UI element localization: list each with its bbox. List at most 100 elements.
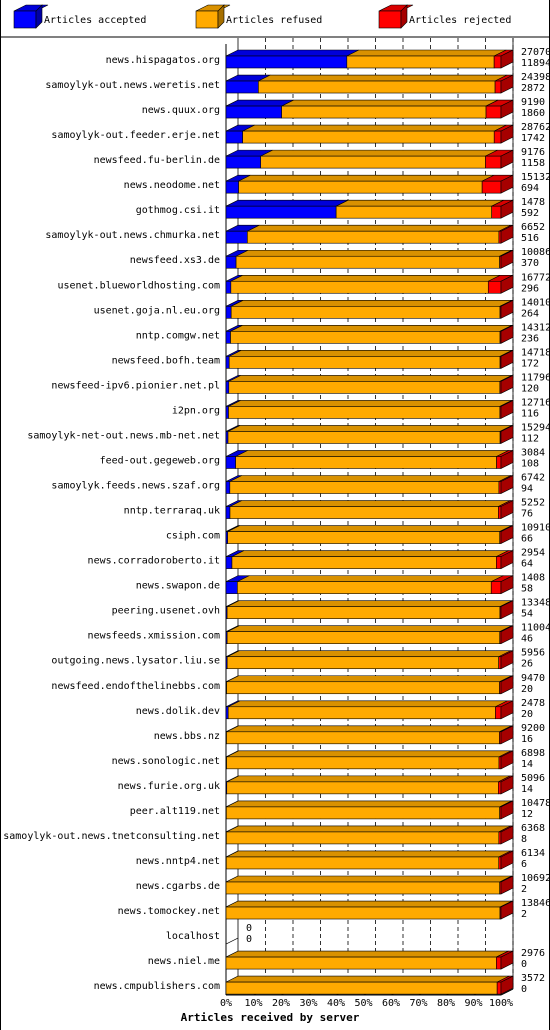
row-1-accepted-label: 2872	[521, 83, 545, 94]
row-26-bar-side	[500, 700, 514, 720]
row-10-total-label: 14010	[521, 297, 550, 308]
row-10-segment-1-top	[231, 299, 513, 307]
row-7-segment-1	[247, 224, 512, 244]
x-tick-label-1: 10%	[244, 998, 262, 1009]
row-34-segment-1-front	[225, 906, 501, 920]
row-31-server-label: samoylyk-out.news.tnetconsulting.net	[3, 831, 220, 842]
row-30-segment-1-front	[226, 806, 500, 820]
row-11-segment-0-front	[225, 331, 231, 344]
row-12-segment-1-front	[228, 356, 501, 369]
row-15-accepted-label: 112	[521, 433, 539, 444]
row-13-segment-1-top	[228, 375, 512, 382]
row-37-segment-1	[225, 975, 510, 995]
row-7-segment-2-front	[498, 230, 502, 244]
row-37-segment-1-top	[225, 975, 510, 983]
row-26-total-label: 2478	[521, 698, 545, 709]
row-25-segment-1	[226, 675, 512, 695]
row-25-accepted-label: 20	[521, 684, 533, 695]
row-5-segment-0	[225, 174, 251, 194]
row-23-segment-1	[226, 625, 512, 644]
row-6-segment-1-front	[335, 205, 492, 219]
row-5-segment-2-front	[481, 180, 502, 194]
row-36-server-label: news.niel.me	[148, 956, 220, 967]
row-33-segment-1-front	[225, 881, 501, 895]
row-17-segment-1	[229, 475, 512, 494]
row-26-segment-1	[227, 700, 508, 720]
row-10-segment-0-front	[225, 305, 232, 319]
row-5-server-label: news.neodome.net	[124, 180, 220, 191]
row-29-server-label: news.furie.org.uk	[118, 781, 220, 792]
row-13-total-label: 11796	[521, 372, 550, 383]
row-25-segment-1-top	[226, 675, 512, 683]
row-37-total-label: 3572	[521, 973, 545, 984]
row-2-segment-1-front	[281, 105, 487, 119]
row-28-segment-1	[226, 750, 512, 770]
row-9-segment-1	[230, 274, 501, 294]
row-36-accepted-label: 0	[521, 959, 527, 970]
row-8-bar-side	[500, 249, 514, 269]
row-17-segment-2-front	[498, 481, 502, 494]
row-0-segment-1-front	[346, 55, 495, 69]
row-10-server-label: usenet.goja.nl.eu.org	[94, 305, 220, 316]
x-tick-label-9: 90%	[464, 998, 482, 1009]
row-0-segment-0	[225, 49, 359, 69]
row-36-bar-side	[500, 950, 514, 970]
row-9-server-label: usenet.blueworldhosting.com	[57, 280, 220, 291]
row-4-bar-side	[500, 149, 514, 169]
row-20-segment-0-front	[225, 556, 233, 569]
row-8-segment-1-front	[235, 255, 500, 269]
x-tick-label-6: 60%	[382, 998, 400, 1009]
row-16-segment-1-front	[235, 456, 497, 469]
row-14-total-label: 12716	[521, 397, 550, 408]
row-14-segment-0-front	[225, 406, 229, 419]
row-4-total-label: 9176	[521, 147, 545, 158]
row-12-server-label: newsfeed.bofh.team	[112, 355, 220, 366]
row-22-total-label: 13348	[521, 598, 550, 609]
row-29-segment-2-front	[498, 781, 502, 795]
row-17-total-label: 6742	[521, 473, 545, 484]
row-0-segment-2-front	[493, 55, 502, 69]
row-7-segment-1-top	[247, 224, 512, 232]
row-2-total-label: 9190	[521, 97, 545, 108]
row-8-segment-1-top	[235, 249, 512, 257]
x-axis-title: Articles received by server	[181, 1011, 360, 1024]
row-11-segment-1	[230, 325, 513, 344]
row-21-total-label: 1408	[521, 573, 545, 584]
row-6-bar-side	[500, 199, 514, 219]
row-28-total-label: 6898	[521, 748, 545, 759]
row-31-total-label: 6368	[521, 823, 545, 834]
row-11-segment-1-front	[230, 331, 501, 344]
row-32-server-label: news.nntp4.net	[136, 856, 220, 867]
row-1-segment-2-front	[494, 80, 502, 94]
row-14-server-label: i2pn.org	[172, 405, 220, 416]
row-5-bar-side	[500, 174, 514, 194]
row-31-segment-1-top	[226, 825, 511, 833]
row-30-segment-1	[226, 800, 512, 820]
row-12-segment-1	[228, 350, 513, 369]
row-1-server-label: samoylyk-out.news.weretis.net	[45, 80, 220, 91]
row-9-bar-side	[500, 274, 514, 294]
row-15-segment-1-front	[227, 431, 501, 444]
row-20-total-label: 2954	[521, 548, 545, 559]
row-33-segment-1	[225, 875, 512, 895]
legend-label-2: Articles rejected	[409, 15, 511, 26]
row-5-accepted-label: 694	[521, 183, 539, 194]
row-31-bar-side	[500, 825, 514, 845]
row-20-segment-2-front	[496, 556, 502, 569]
row-20-segment-1	[231, 550, 509, 569]
row-15-segment-0-front	[225, 431, 229, 444]
row-21-accepted-label: 58	[521, 584, 533, 595]
row-16-total-label: 3084	[521, 447, 545, 458]
row-7-accepted-label: 516	[521, 233, 539, 244]
row-18-segment-1-top	[229, 500, 511, 507]
row-11-total-label: 14312	[521, 322, 550, 333]
row-2-segment-1-top	[281, 99, 499, 107]
row-10-accepted-label: 264	[521, 308, 539, 319]
x-tick-label-0: 0%	[220, 998, 232, 1009]
row-4-segment-1-front	[260, 155, 486, 169]
row-10-bar-side	[500, 299, 514, 319]
row-12-total-label: 14718	[521, 347, 550, 358]
row-12-accepted-label: 172	[521, 358, 539, 369]
row-18-segment-0	[225, 500, 243, 519]
